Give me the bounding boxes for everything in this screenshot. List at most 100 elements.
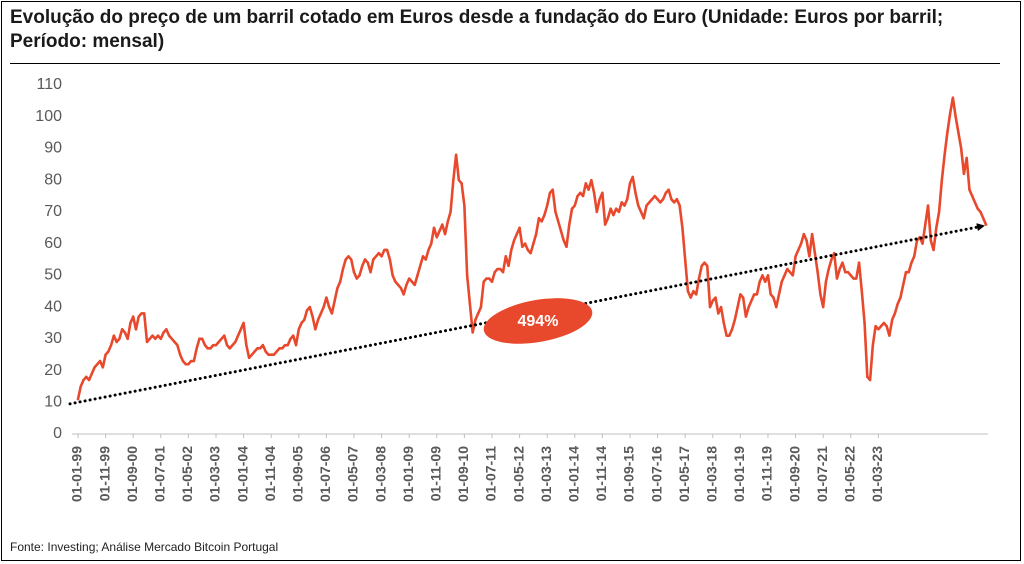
- data-point: [170, 337, 174, 341]
- data-point: [165, 328, 168, 331]
- data-point: [976, 207, 979, 210]
- data-point: [488, 277, 491, 280]
- x-axis: 01-01-99 01-11-99 01-09-00 01-07-01 01-05-02…: [69, 434, 885, 502]
- data-point: [874, 324, 877, 328]
- data-point: [413, 283, 416, 287]
- data-point: [846, 270, 850, 274]
- data-point: [303, 318, 306, 321]
- data-point: [890, 318, 894, 321]
- data-point: [521, 245, 524, 249]
- data-point: [308, 305, 312, 309]
- data-point: [879, 324, 883, 328]
- data-point: [954, 115, 957, 118]
- data-point: [374, 255, 378, 258]
- data-point: [278, 347, 281, 350]
- data-point: [319, 312, 323, 315]
- x-tick-label: 01-05-12: [510, 446, 526, 502]
- data-point: [581, 194, 585, 198]
- data-point: [242, 321, 245, 325]
- data-point: [797, 248, 800, 252]
- data-point: [203, 343, 207, 347]
- data-point: [292, 334, 295, 337]
- data-point: [730, 328, 734, 331]
- data-point: [664, 191, 668, 195]
- data-point: [176, 343, 179, 347]
- data-point: [700, 264, 703, 268]
- data-point: [565, 245, 568, 249]
- x-tick-label: 01-11-14: [593, 446, 609, 501]
- data-point: [294, 343, 298, 347]
- data-point: [239, 328, 243, 331]
- data-point: [82, 378, 85, 382]
- x-tick-label: 01-11-04: [262, 446, 278, 501]
- data-point: [841, 261, 844, 264]
- data-point: [557, 220, 560, 223]
- data-point: [115, 340, 118, 344]
- data-point: [868, 378, 872, 382]
- data-point: [98, 359, 102, 363]
- data-point: [888, 334, 891, 337]
- data-point: [590, 178, 593, 182]
- data-point: [631, 175, 634, 179]
- data-point: [907, 270, 910, 274]
- data-point: [609, 207, 612, 210]
- data-point: [697, 277, 701, 280]
- data-point: [717, 312, 720, 315]
- x-tick-label: 01-07-16: [648, 446, 664, 502]
- data-point: [85, 375, 88, 379]
- data-point: [457, 178, 461, 182]
- data-point: [234, 340, 237, 344]
- data-point: [551, 188, 554, 191]
- data-point: [223, 334, 226, 337]
- data-point: [134, 328, 138, 331]
- y-tick-label: 40: [44, 298, 62, 315]
- data-point: [667, 188, 670, 191]
- data-point: [681, 226, 684, 229]
- data-point: [913, 255, 916, 258]
- data-point: [264, 350, 267, 353]
- oil-price-line: [76, 96, 988, 401]
- y-tick-label: 100: [35, 108, 62, 125]
- data-point: [937, 210, 941, 214]
- data-point: [639, 210, 643, 214]
- data-point: [780, 280, 783, 283]
- x-tick-label: 01-09-10: [455, 446, 471, 502]
- data-point: [148, 337, 151, 341]
- data-point: [515, 232, 519, 236]
- data-point: [805, 239, 808, 242]
- data-point: [338, 280, 342, 283]
- data-point: [965, 156, 968, 160]
- y-tick-label: 90: [44, 140, 62, 157]
- data-point: [446, 220, 450, 223]
- data-point: [871, 343, 875, 347]
- data-point: [369, 270, 372, 274]
- data-point: [267, 353, 270, 356]
- data-point: [247, 356, 251, 360]
- data-point: [104, 353, 107, 356]
- data-point: [184, 363, 187, 366]
- data-point: [703, 261, 706, 264]
- data-point: [405, 283, 408, 287]
- data-point: [512, 239, 516, 242]
- data-point: [838, 267, 841, 271]
- data-point: [714, 296, 717, 299]
- data-point: [443, 232, 447, 236]
- data-point: [449, 210, 452, 214]
- data-point: [708, 305, 712, 309]
- x-tick-label: 01-01-19: [731, 446, 747, 502]
- data-point: [305, 309, 309, 312]
- data-point: [648, 201, 651, 204]
- data-point: [490, 280, 494, 283]
- data-point: [344, 258, 347, 261]
- data-point: [129, 321, 132, 325]
- data-point: [394, 280, 397, 283]
- data-point: [670, 198, 673, 201]
- data-point: [659, 201, 662, 204]
- data-point: [499, 267, 502, 271]
- x-tick-label: 01-07-21: [814, 446, 830, 502]
- data-point: [471, 331, 474, 334]
- data-point: [979, 210, 982, 214]
- data-point: [79, 385, 82, 388]
- data-point: [634, 191, 637, 195]
- data-point: [959, 147, 963, 150]
